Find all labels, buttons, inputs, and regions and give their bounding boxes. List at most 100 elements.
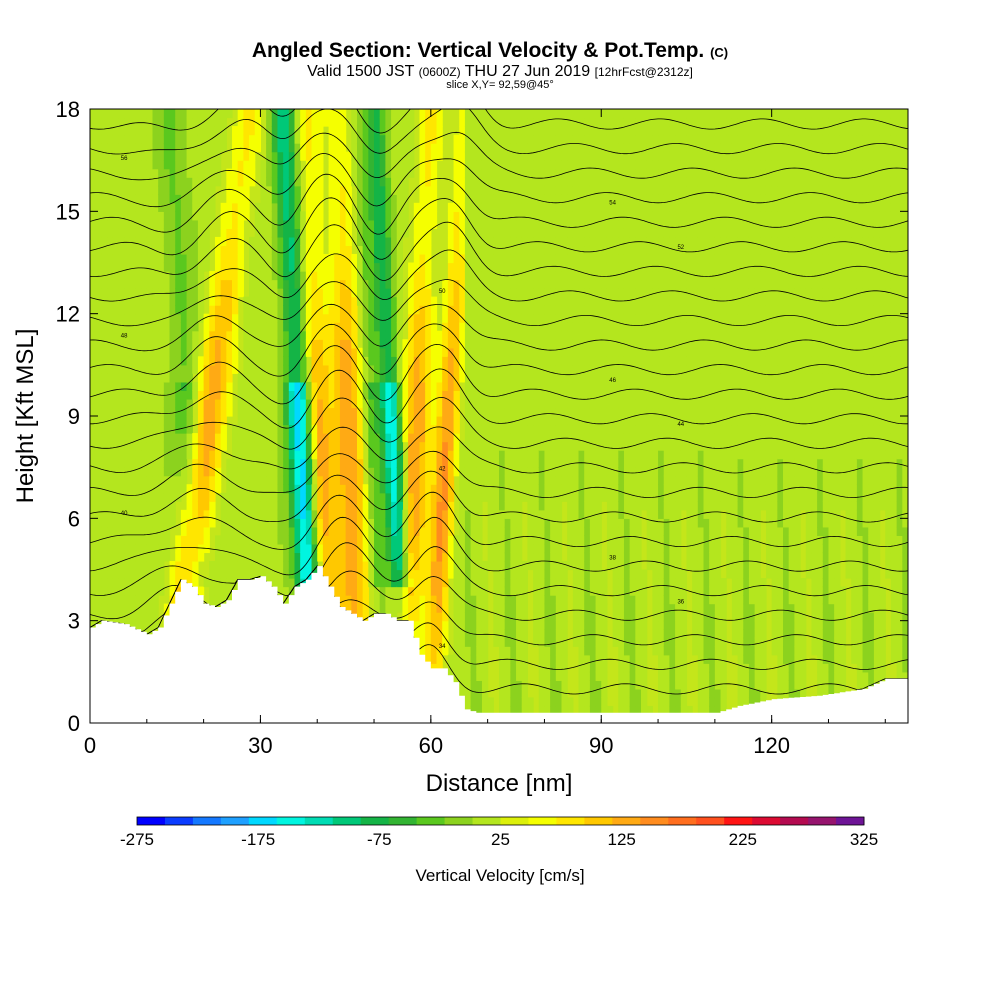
velocity-cell: [447, 398, 455, 409]
velocity-cell: [504, 305, 511, 315]
velocity-cell: [374, 441, 381, 451]
velocity-cell: [300, 560, 307, 571]
velocity-cell: [197, 381, 205, 392]
velocity-cell: [283, 305, 290, 315]
velocity-cell: [237, 373, 244, 383]
velocity-cell: [288, 347, 296, 357]
velocity-cell: [391, 381, 398, 392]
velocity-cell: [163, 535, 171, 545]
velocity-cell: [362, 117, 369, 127]
velocity-cell: [464, 680, 472, 690]
velocity-cell: [124, 245, 131, 255]
velocity-cell: [243, 117, 250, 127]
velocity-cell: [430, 322, 438, 332]
velocity-cell: [317, 219, 324, 229]
velocity-cell: [163, 458, 171, 468]
velocity-cell: [493, 398, 500, 409]
velocity-cell: [129, 279, 137, 289]
velocity-cell: [180, 330, 188, 340]
velocity-cell: [499, 322, 506, 332]
velocity-cell: [163, 236, 171, 247]
velocity-cell: [322, 296, 330, 306]
velocity-cell: [504, 373, 511, 383]
velocity-cell: [232, 535, 239, 545]
velocity-cell: [481, 288, 489, 298]
velocity-cell: [226, 262, 233, 272]
velocity-cell: [152, 612, 159, 622]
velocity-cell: [356, 236, 364, 247]
velocity-cell: [356, 126, 364, 136]
velocity-cell: [470, 194, 477, 204]
velocity-cell: [328, 168, 335, 178]
velocity-cell: [339, 509, 347, 519]
velocity-cell: [356, 160, 364, 170]
velocity-cell: [493, 279, 500, 289]
velocity-cell: [163, 407, 171, 417]
velocity-cell: [107, 578, 114, 588]
velocity-cell: [430, 194, 438, 204]
velocity-cell: [186, 364, 193, 374]
velocity-cell: [425, 202, 432, 212]
velocity-cell: [124, 194, 131, 204]
velocity-cell: [101, 390, 108, 400]
velocity-cell: [481, 219, 489, 229]
velocity-cell: [112, 262, 119, 272]
velocity-cell: [464, 322, 472, 332]
velocity-cell: [362, 211, 369, 221]
velocity-cell: [152, 407, 159, 417]
velocity-cell: [510, 518, 517, 528]
velocity-cell: [413, 424, 421, 434]
velocity-cell: [158, 228, 165, 238]
velocity-cell: [129, 492, 137, 502]
velocity-cell: [232, 424, 239, 434]
velocity-cell: [101, 177, 108, 187]
velocity-cell: [288, 143, 296, 153]
velocity-cell: [107, 484, 114, 494]
velocity-cell: [436, 526, 443, 536]
velocity-cell: [152, 356, 159, 366]
velocity-cell: [175, 322, 182, 332]
velocity-cell: [436, 475, 443, 485]
velocity-cell: [294, 185, 301, 195]
velocity-cell: [254, 356, 262, 366]
velocity-cell: [277, 475, 284, 485]
velocity-cell: [135, 475, 142, 485]
velocity-cell: [464, 177, 472, 187]
velocity-cell: [459, 458, 466, 468]
velocity-cell: [476, 475, 483, 485]
velocity-cell: [271, 168, 279, 178]
velocity-cell: [391, 398, 398, 409]
velocity-cell: [430, 612, 438, 622]
velocity-cell: [470, 356, 477, 366]
velocity-cell: [419, 518, 426, 528]
velocity-cell: [442, 407, 449, 417]
velocity-cell: [504, 194, 511, 204]
velocity-cell: [459, 543, 466, 554]
velocity-cell: [356, 416, 364, 426]
velocity-cell: [499, 492, 506, 502]
velocity-cell: [249, 526, 256, 536]
velocity-cell: [339, 109, 347, 119]
velocity-cell: [425, 117, 432, 127]
velocity-cell: [516, 526, 523, 536]
velocity-cell: [470, 697, 477, 707]
velocity-cell: [504, 253, 511, 264]
velocity-cell: [317, 109, 324, 119]
velocity-cell: [169, 279, 176, 289]
velocity-cell: [470, 705, 477, 716]
velocity-cell: [413, 552, 421, 562]
velocity-cell: [158, 373, 165, 383]
velocity-cell: [436, 518, 443, 528]
velocity-cell: [339, 526, 347, 536]
velocity-cell: [476, 518, 483, 528]
velocity-cell: [510, 322, 517, 332]
velocity-cell: [311, 390, 318, 400]
velocity-cell: [135, 134, 142, 144]
velocity-cell: [481, 322, 489, 332]
velocity-cell: [163, 364, 171, 374]
velocity-cell: [385, 450, 392, 460]
velocity-cell: [453, 236, 460, 247]
velocity-cell: [254, 373, 262, 383]
velocity-cell: [499, 185, 506, 195]
velocity-cell: [510, 646, 517, 656]
